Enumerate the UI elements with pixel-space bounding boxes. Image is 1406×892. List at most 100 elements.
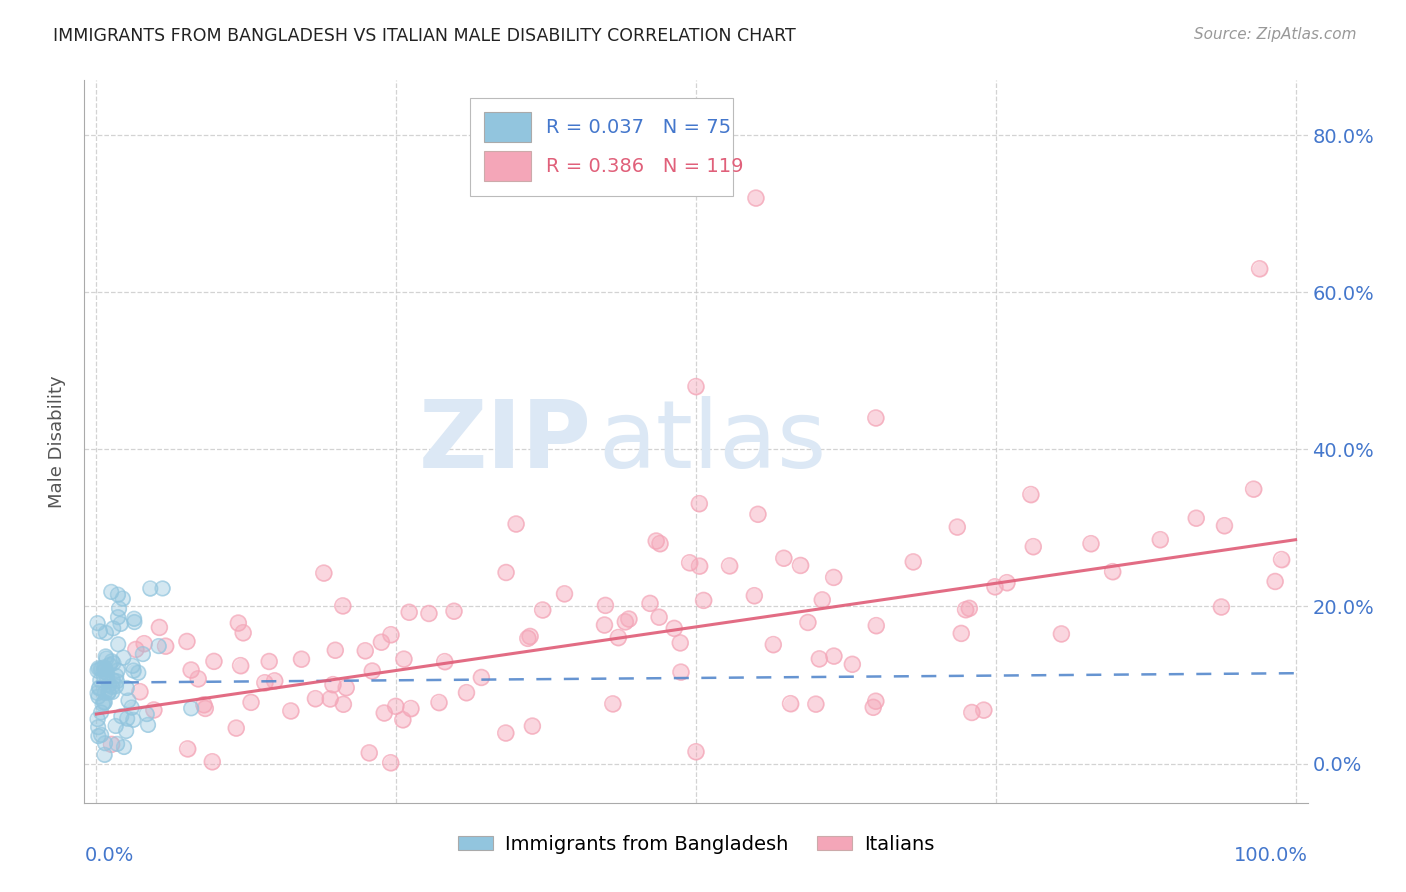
Point: [332, 698, 354, 712]
Point: [121, 700, 143, 714]
Point: [370, 635, 392, 649]
Point: [229, 658, 252, 673]
Point: [427, 696, 450, 710]
Point: [139, 582, 162, 596]
Point: [87, 729, 110, 743]
Point: [392, 713, 415, 727]
Point: [94, 686, 117, 700]
Point: [470, 670, 492, 684]
Point: [319, 692, 342, 706]
Point: [101, 680, 124, 694]
Point: [115, 712, 138, 726]
Point: [93, 670, 115, 684]
Point: [89, 662, 111, 676]
Point: [121, 700, 143, 714]
Point: [1211, 599, 1233, 614]
Point: [107, 610, 129, 624]
Point: [127, 665, 149, 680]
Point: [1264, 574, 1286, 589]
Point: [995, 575, 1018, 590]
Point: [90, 728, 112, 742]
Point: [94, 649, 117, 664]
Point: [134, 637, 156, 651]
Point: [946, 520, 969, 534]
Point: [86, 712, 108, 726]
Point: [614, 615, 637, 629]
Point: [86, 686, 108, 700]
Point: [225, 721, 247, 735]
Point: [90, 706, 112, 720]
Point: [180, 701, 202, 715]
Point: [94, 625, 117, 640]
Point: [103, 657, 125, 671]
Point: [304, 691, 326, 706]
Point: [97, 678, 120, 692]
Point: [89, 673, 111, 688]
Point: [121, 658, 143, 673]
FancyBboxPatch shape: [484, 112, 531, 143]
Point: [1185, 511, 1208, 525]
Point: [148, 639, 170, 653]
Point: [1149, 533, 1171, 547]
Point: [995, 575, 1018, 590]
Point: [89, 681, 111, 695]
Point: [121, 658, 143, 673]
Point: [617, 612, 640, 626]
Point: [96, 666, 118, 681]
Point: [689, 559, 711, 574]
Point: [593, 618, 616, 632]
Point: [101, 673, 124, 687]
Point: [107, 637, 129, 651]
Point: [136, 718, 159, 732]
Point: [823, 649, 845, 664]
Point: [456, 686, 478, 700]
Point: [823, 570, 845, 584]
Point: [202, 654, 225, 668]
Point: [127, 665, 149, 680]
Point: [202, 654, 225, 668]
Point: [607, 631, 630, 645]
Point: [122, 612, 145, 626]
Point: [117, 693, 139, 707]
Point: [96, 672, 118, 686]
Point: [685, 379, 707, 393]
Point: [1264, 574, 1286, 589]
Point: [93, 696, 115, 710]
Point: [91, 697, 114, 711]
Point: [865, 411, 887, 425]
Point: [973, 703, 995, 717]
Point: [744, 589, 766, 603]
Point: [865, 618, 887, 632]
Point: [380, 628, 402, 642]
Point: [225, 721, 247, 735]
Point: [139, 582, 162, 596]
Point: [90, 662, 112, 676]
Point: [100, 737, 122, 751]
Point: [89, 681, 111, 695]
Point: [678, 556, 700, 570]
Point: [332, 698, 354, 712]
Point: [957, 601, 980, 615]
Point: [522, 719, 544, 733]
Point: [87, 720, 110, 734]
Point: [1211, 599, 1233, 614]
Point: [86, 616, 108, 631]
Point: [93, 695, 115, 709]
Point: [648, 536, 671, 550]
Point: [132, 647, 155, 661]
Text: 100.0%: 100.0%: [1233, 847, 1308, 865]
Point: [398, 605, 420, 619]
Point: [645, 534, 668, 549]
Point: [94, 736, 117, 750]
Point: [418, 607, 440, 621]
Point: [176, 742, 198, 756]
Point: [93, 747, 115, 762]
Point: [290, 652, 312, 666]
Point: [93, 664, 115, 678]
Point: [1050, 627, 1073, 641]
Point: [312, 566, 335, 580]
Point: [115, 724, 138, 739]
Point: [1149, 533, 1171, 547]
Point: [370, 635, 392, 649]
Point: [100, 737, 122, 751]
